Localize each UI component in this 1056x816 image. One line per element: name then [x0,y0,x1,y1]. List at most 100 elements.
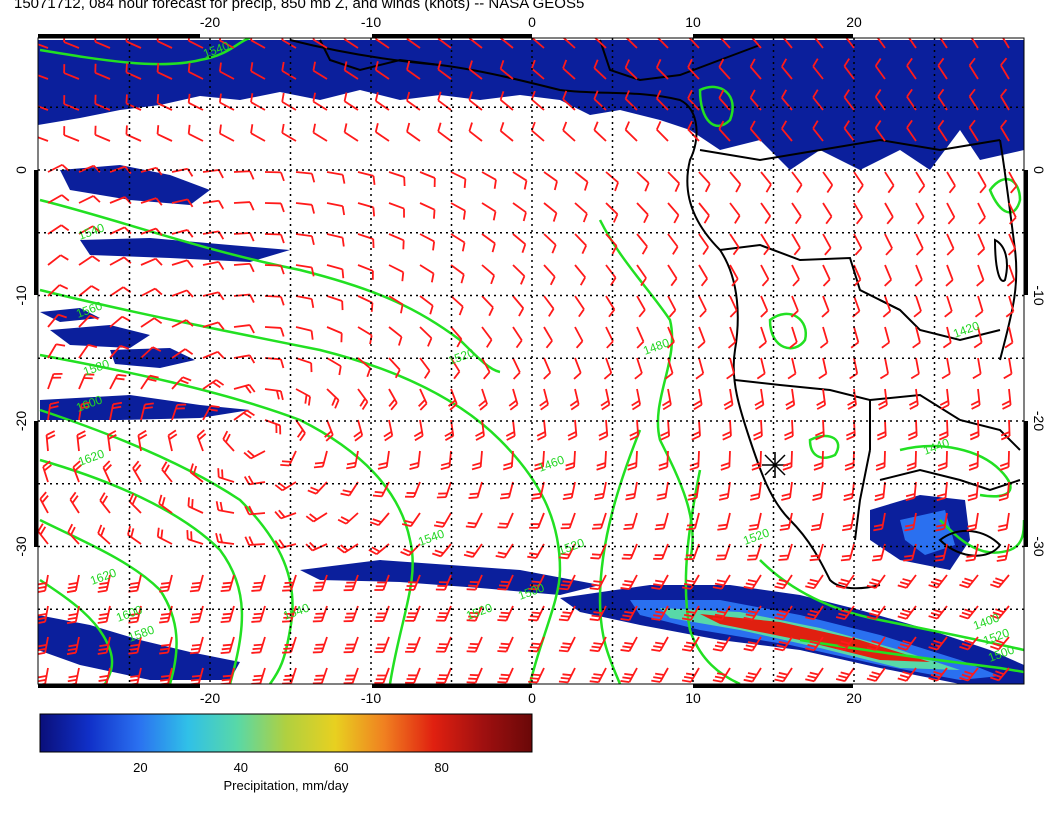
lon-tick-label-top: 20 [846,14,862,30]
wind-barb [187,124,204,142]
wind-barb [897,667,917,682]
wind-barb [904,512,917,532]
wind-barb [400,543,421,557]
wind-barb [405,574,421,591]
wind-barb [774,636,793,652]
wind-barb [481,171,497,189]
wind-barb [102,460,112,483]
wind-barb [409,450,421,470]
wind-barb [805,605,824,621]
wind-barb [140,287,163,297]
wind-barb [295,171,316,183]
wind-barb [377,450,390,470]
wind-barb [140,402,154,421]
wind-barb [600,388,611,411]
wind-barb [667,295,677,318]
wind-barb [558,605,576,622]
wind-barb [218,124,235,142]
wind-barb [1003,357,1013,380]
wind-barb [782,450,793,471]
wind-barb [562,90,576,111]
wind-barb [468,481,483,499]
wind-barb [497,574,514,591]
wind-barb [38,136,49,142]
wind-barb [202,199,224,210]
wind-barb [218,38,235,49]
wind-barb [790,295,799,318]
wind-barb [698,233,709,256]
wind-barb [218,93,235,111]
wind-barb [726,357,735,380]
border-line [854,449,871,541]
wind-barb [38,523,49,545]
wind-barb [906,57,917,80]
wind-barb [499,481,514,500]
wind-barb [884,171,895,194]
wind-barb [66,636,80,656]
wind-barb [481,326,493,348]
wind-barb [574,233,587,254]
wind-barb [729,295,738,318]
wind-barb [822,264,831,287]
wind-barb [202,261,225,271]
contour-line [39,38,251,66]
wind-barb [47,372,63,390]
wind-barb [450,357,461,380]
wind-barb [835,605,855,621]
wind-barb [779,512,793,531]
wind-barb [244,505,266,516]
wind-barb [729,171,742,193]
wind-barb [805,636,824,652]
wind-barb [990,574,1010,589]
wind-barb [405,667,421,684]
wind-barb [822,171,834,194]
wind-barb [970,38,979,49]
wind-barb [866,636,886,651]
wind-barb [440,450,452,471]
wind-barb [908,388,919,410]
wind-barb [326,171,346,184]
wind-barb [906,119,917,142]
wind-barb [748,512,762,531]
wind-barb [233,232,255,242]
contour-line [39,198,501,374]
wind-barb [450,202,466,220]
wind-barb [140,317,163,328]
wind-barb [468,60,483,80]
wind-barb [313,450,328,469]
wind-barb [435,605,452,622]
wind-barb [990,636,1010,651]
wind-barb [244,536,266,546]
wind-barb [915,233,924,256]
wind-barb [915,202,925,225]
wind-barb [233,409,255,421]
frame-bar-top [38,34,200,38]
border-line [319,39,441,72]
wind-barb [959,667,979,682]
wind-barb [928,605,948,620]
lon-tick-label-bottom: -20 [200,690,220,706]
wind-barb [220,605,235,624]
wind-barb [497,667,514,684]
wind-barb [405,481,421,498]
wind-barb [1008,171,1018,194]
wind-barb [499,91,514,111]
wind-barb [217,468,235,483]
wind-barb [882,295,892,318]
wind-barb [655,121,669,142]
wind-barb [791,171,803,193]
wind-barb [534,450,545,471]
wind-barb [450,326,463,348]
wind-barb [946,233,955,256]
wind-barb [605,233,618,255]
wind-barb [997,512,1010,532]
wind-barb [651,667,669,683]
wind-barb [722,419,732,441]
wind-barb [357,388,369,410]
wind-barb [937,57,948,80]
wind-barb [156,527,173,545]
frame-bar-right [1024,170,1028,295]
wind-barb [531,481,545,500]
wind-barb [468,122,483,142]
wind-barb [388,202,405,218]
